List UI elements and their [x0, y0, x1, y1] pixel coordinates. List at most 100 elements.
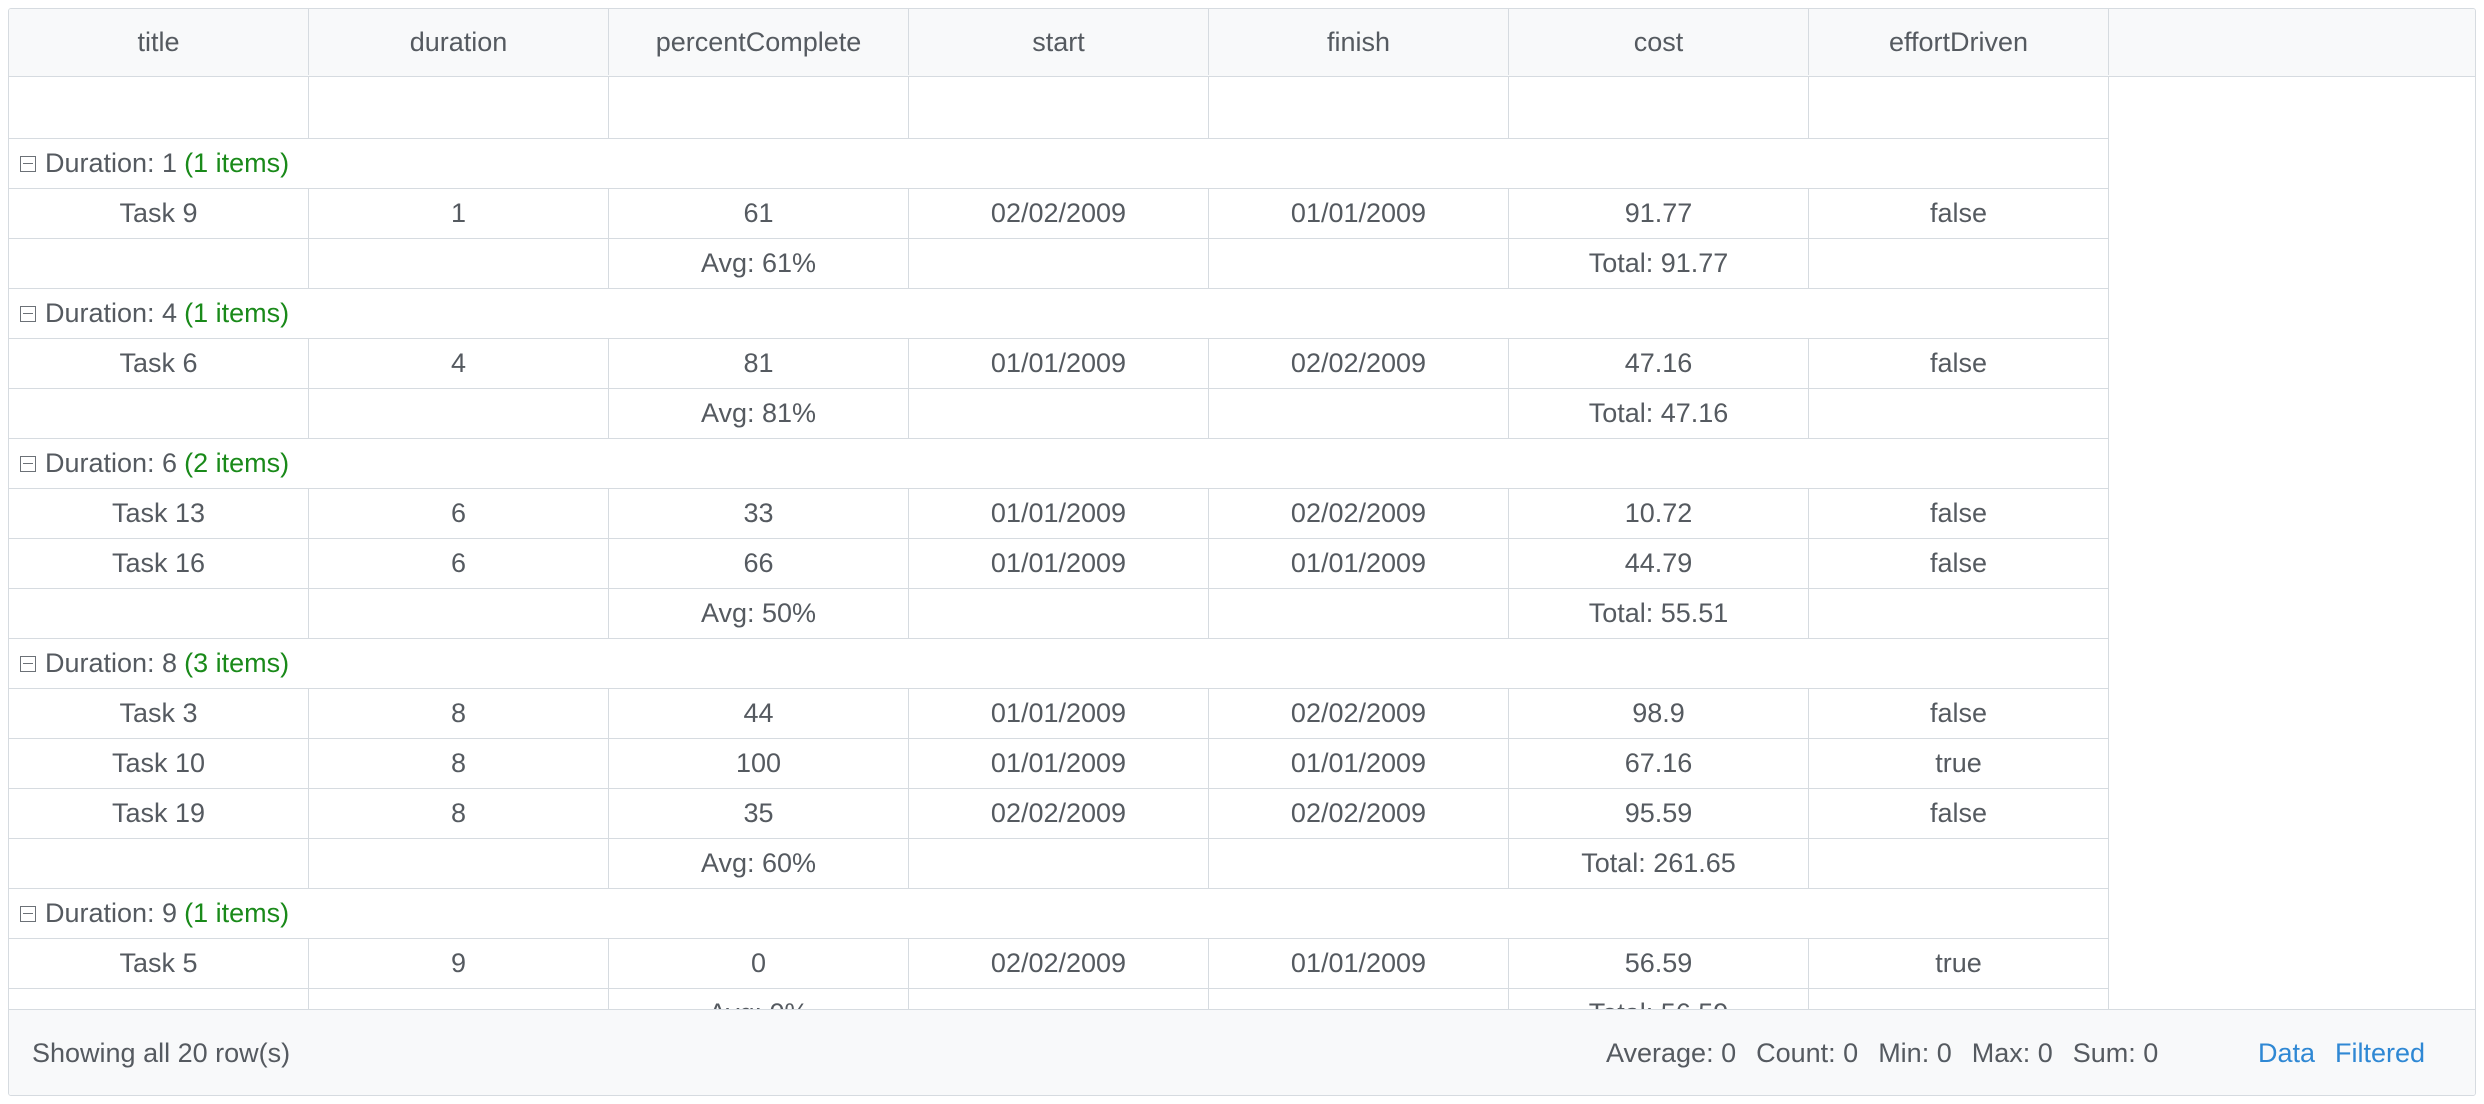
group-item-count: (1 items): [184, 898, 290, 928]
filter-cell-start[interactable]: [909, 77, 1209, 138]
group-item-count: (3 items): [184, 648, 290, 678]
cell-duration[interactable]: 9: [309, 939, 609, 988]
stat-sum: Sum: 0: [2072, 1037, 2159, 1068]
group-total-cost: Total: 56.59: [1509, 989, 1809, 1009]
cell-cost[interactable]: 91.77: [1509, 189, 1809, 238]
totals-cell-start: [909, 239, 1209, 288]
cell-cost[interactable]: 98.9: [1509, 689, 1809, 738]
collapse-icon[interactable]: [20, 305, 36, 322]
totals-cell-title: [9, 989, 309, 1009]
collapse-icon[interactable]: [20, 905, 36, 922]
cell-percent-complete[interactable]: 33: [609, 489, 909, 538]
group-totals-row: Avg: 81% Total: 47.16: [9, 389, 2109, 439]
cell-title[interactable]: Task 5: [9, 939, 309, 988]
cell-cost[interactable]: 56.59: [1509, 939, 1809, 988]
totals-cell-finish: [1209, 239, 1509, 288]
cell-effort-driven[interactable]: true: [1809, 739, 2109, 788]
cell-start[interactable]: 02/02/2009: [909, 939, 1209, 988]
filter-cell-finish[interactable]: [1209, 77, 1509, 138]
cell-duration[interactable]: 6: [309, 539, 609, 588]
cell-title[interactable]: Task 6: [9, 339, 309, 388]
cell-duration[interactable]: 1: [309, 189, 609, 238]
cell-duration[interactable]: 8: [309, 789, 609, 838]
column-header-finish[interactable]: finish: [1209, 9, 1509, 75]
filter-cell-percent-complete[interactable]: [609, 77, 909, 138]
cell-duration[interactable]: 4: [309, 339, 609, 388]
cell-percent-complete[interactable]: 0: [609, 939, 909, 988]
totals-cell-duration: [309, 239, 609, 288]
group-total-cost: Total: 91.77: [1509, 239, 1809, 288]
column-header-title[interactable]: title: [9, 9, 309, 75]
cell-finish[interactable]: 02/02/2009: [1209, 489, 1509, 538]
group-item-count: (1 items): [184, 148, 290, 178]
totals-cell-start: [909, 839, 1209, 888]
cell-title[interactable]: Task 3: [9, 689, 309, 738]
cell-cost[interactable]: 47.16: [1509, 339, 1809, 388]
cell-effort-driven[interactable]: false: [1809, 789, 2109, 838]
cell-duration[interactable]: 8: [309, 689, 609, 738]
column-header-effort-driven[interactable]: effortDriven: [1809, 9, 2109, 75]
cell-finish[interactable]: 02/02/2009: [1209, 789, 1509, 838]
cell-title[interactable]: Task 9: [9, 189, 309, 238]
cell-title[interactable]: Task 13: [9, 489, 309, 538]
grid-header: title duration percentComplete start finish c…: [9, 9, 2475, 77]
cell-title[interactable]: Task 19: [9, 789, 309, 838]
cell-cost[interactable]: 44.79: [1509, 539, 1809, 588]
cell-effort-driven[interactable]: true: [1809, 939, 2109, 988]
totals-cell-title: [9, 239, 309, 288]
cell-finish[interactable]: 01/01/2009: [1209, 189, 1509, 238]
column-header-cost[interactable]: cost: [1509, 9, 1809, 75]
cell-finish[interactable]: 01/01/2009: [1209, 539, 1509, 588]
cell-percent-complete[interactable]: 81: [609, 339, 909, 388]
group-total-cost: Total: 47.16: [1509, 389, 1809, 438]
cell-finish[interactable]: 01/01/2009: [1209, 939, 1509, 988]
group-header-row: Duration: 1 (1 items): [9, 139, 2109, 189]
filtered-link[interactable]: Filtered: [2335, 1037, 2426, 1068]
totals-cell-title: [9, 389, 309, 438]
cell-start[interactable]: 01/01/2009: [909, 539, 1209, 588]
filter-cell-cost[interactable]: [1509, 77, 1809, 138]
cell-cost[interactable]: 67.16: [1509, 739, 1809, 788]
data-link[interactable]: Data: [2258, 1037, 2316, 1068]
column-header-duration[interactable]: duration: [309, 9, 609, 75]
cell-percent-complete[interactable]: 44: [609, 689, 909, 738]
cell-start[interactable]: 01/01/2009: [909, 339, 1209, 388]
cell-start[interactable]: 01/01/2009: [909, 689, 1209, 738]
cell-effort-driven[interactable]: false: [1809, 339, 2109, 388]
cell-effort-driven[interactable]: false: [1809, 489, 2109, 538]
cell-start[interactable]: 02/02/2009: [909, 189, 1209, 238]
collapse-icon[interactable]: [20, 655, 36, 672]
cell-percent-complete[interactable]: 100: [609, 739, 909, 788]
cell-percent-complete[interactable]: 66: [609, 539, 909, 588]
cell-duration[interactable]: 8: [309, 739, 609, 788]
cell-percent-complete[interactable]: 35: [609, 789, 909, 838]
totals-cell-finish: [1209, 839, 1509, 888]
table-row: Task 10 8 100 01/01/2009 01/01/2009 67.16 true: [9, 739, 2109, 789]
group-title: Duration: 9: [45, 898, 178, 928]
cell-title[interactable]: Task 10: [9, 739, 309, 788]
filter-cell-effort-driven[interactable]: [1809, 77, 2109, 138]
filter-cell-title[interactable]: [9, 77, 309, 138]
column-header-percent-complete[interactable]: percentComplete: [609, 9, 909, 75]
cell-duration[interactable]: 6: [309, 489, 609, 538]
cell-start[interactable]: 02/02/2009: [909, 789, 1209, 838]
cell-cost[interactable]: 95.59: [1509, 789, 1809, 838]
cell-finish[interactable]: 02/02/2009: [1209, 689, 1509, 738]
column-header-start[interactable]: start: [909, 9, 1209, 75]
totals-cell-title: [9, 589, 309, 638]
collapse-icon[interactable]: [20, 155, 36, 172]
cell-cost[interactable]: 10.72: [1509, 489, 1809, 538]
cell-start[interactable]: 01/01/2009: [909, 739, 1209, 788]
cell-start[interactable]: 01/01/2009: [909, 489, 1209, 538]
cell-effort-driven[interactable]: false: [1809, 189, 2109, 238]
cell-percent-complete[interactable]: 61: [609, 189, 909, 238]
collapse-icon[interactable]: [20, 455, 36, 472]
group-item-count: (1 items): [184, 298, 290, 328]
cell-effort-driven[interactable]: false: [1809, 689, 2109, 738]
cell-effort-driven[interactable]: false: [1809, 539, 2109, 588]
cell-finish[interactable]: 01/01/2009: [1209, 739, 1509, 788]
group-header-row: Duration: 6 (2 items): [9, 439, 2109, 489]
cell-title[interactable]: Task 16: [9, 539, 309, 588]
filter-cell-duration[interactable]: [309, 77, 609, 138]
cell-finish[interactable]: 02/02/2009: [1209, 339, 1509, 388]
